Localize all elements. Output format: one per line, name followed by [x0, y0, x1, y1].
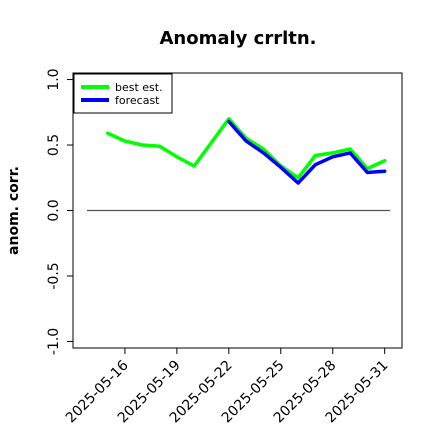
y-axis: -1.0 -0.5 0.0 0.5 1.0: [46, 68, 73, 355]
legend-box: [73, 73, 173, 114]
y-axis-label: anom. corr.: [6, 166, 22, 255]
y-tick-label: 1.0: [46, 68, 62, 90]
chart-title: Anomaly crrltn.: [159, 28, 316, 49]
series-line-forecast: [227, 119, 387, 185]
y-tick-label: -1.0: [46, 328, 62, 355]
y-tick-label: -0.5: [46, 262, 62, 289]
series-layer: [105, 117, 387, 185]
legend: best est.forecast: [73, 73, 173, 114]
series-line-best-est: [105, 117, 387, 180]
x-axis: 2025-05-162025-05-192025-05-222025-05-25…: [63, 348, 392, 426]
legend-label: best est.: [115, 81, 163, 94]
y-tick-label: 0.0: [46, 199, 62, 221]
legend-label: forecast: [115, 94, 160, 107]
y-tick-label: 0.5: [46, 134, 62, 156]
